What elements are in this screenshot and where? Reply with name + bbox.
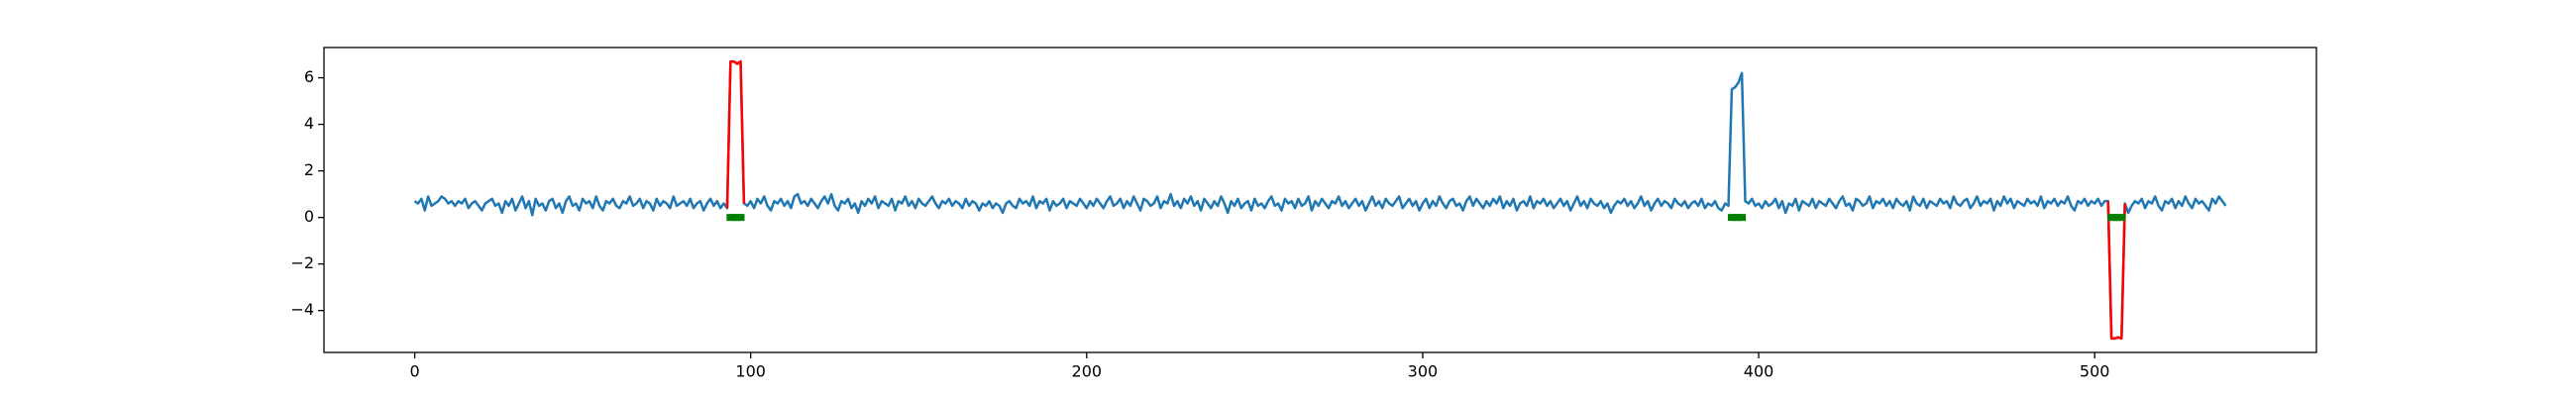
anomaly-marker — [2117, 214, 2126, 222]
x-tick-label: 400 — [1744, 362, 1774, 381]
y-tick-label: 6 — [304, 67, 314, 86]
y-tick-label: −2 — [290, 253, 314, 272]
x-tick-label: 100 — [735, 362, 766, 381]
y-tick-label: 2 — [304, 160, 314, 179]
y-tick-label: 4 — [304, 114, 314, 133]
series-line — [725, 59, 746, 209]
series-line — [413, 59, 2227, 341]
series-line — [2106, 201, 2126, 341]
x-tick-label: 0 — [409, 362, 419, 381]
x-tick-label: 300 — [1408, 362, 1439, 381]
y-tick-label: 0 — [304, 207, 314, 226]
x-tick-label: 500 — [2080, 362, 2110, 381]
y-tick-label: −4 — [290, 300, 314, 319]
anomaly-marker — [1738, 214, 1747, 222]
plot-frame — [323, 47, 2317, 353]
anomaly-marker — [736, 214, 745, 222]
x-tick-label: 200 — [1072, 362, 1103, 381]
